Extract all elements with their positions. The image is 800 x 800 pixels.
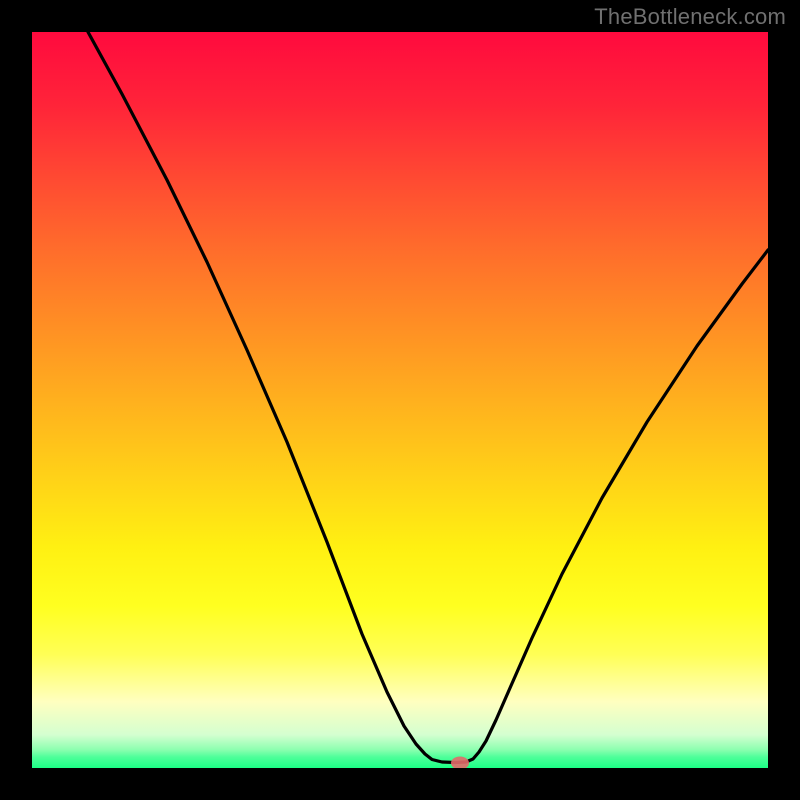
watermark-text: TheBottleneck.com [594, 4, 786, 30]
plot-area [32, 32, 768, 768]
gradient-background [32, 32, 768, 768]
chart-frame: TheBottleneck.com [0, 0, 800, 800]
bottleneck-chart [32, 32, 768, 768]
